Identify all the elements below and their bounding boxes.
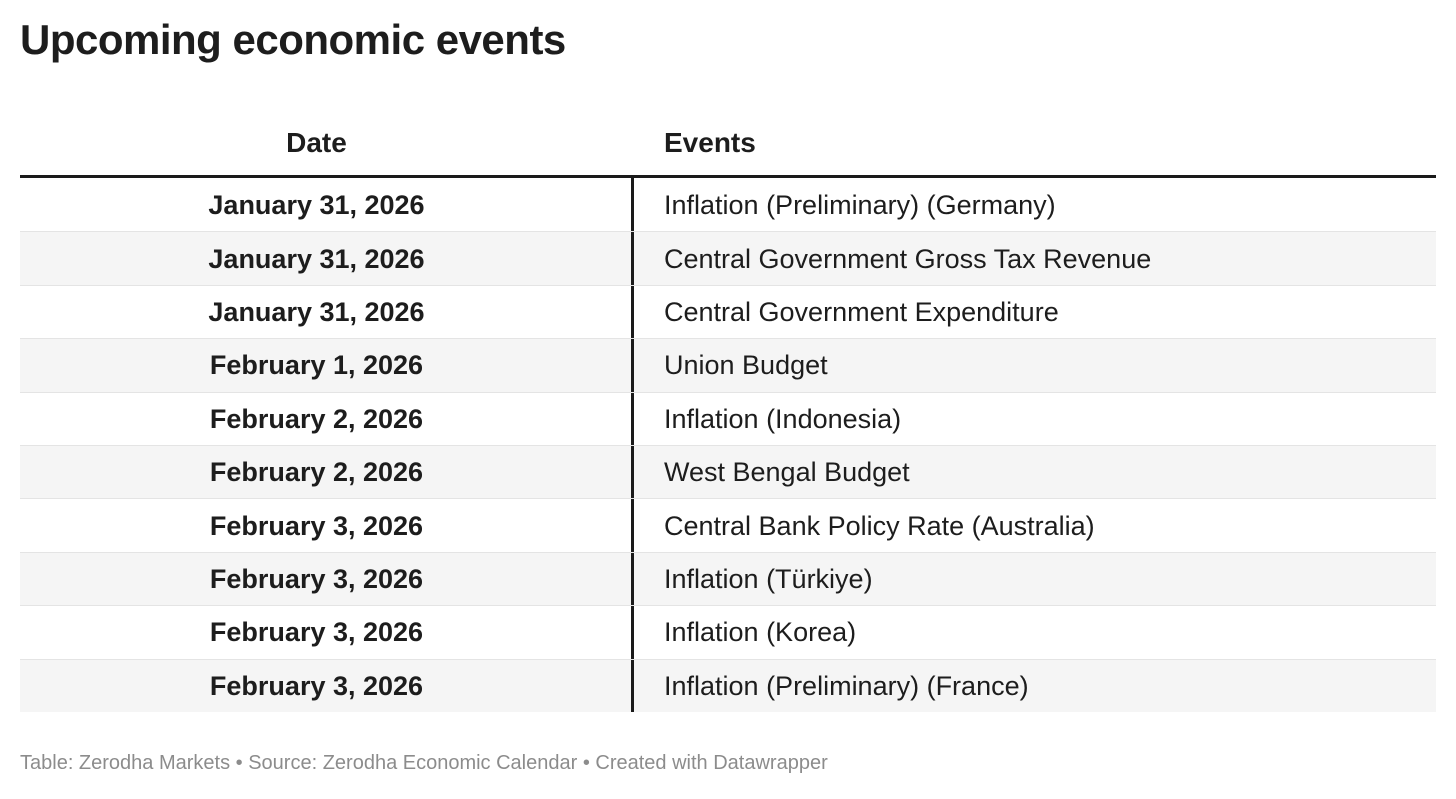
table-row: February 3, 2026 Inflation (Korea) <box>20 605 1436 659</box>
event-cell: Central Bank Policy Rate (Australia) <box>631 499 1436 552</box>
column-header-date: Date <box>286 127 347 158</box>
column-header-events: Events <box>664 127 756 158</box>
table-row: February 2, 2026 West Bengal Budget <box>20 444 1436 499</box>
table-row: February 3, 2026 Inflation (Türkiye) <box>20 551 1436 606</box>
event-cell: Inflation (Korea) <box>631 606 1436 659</box>
date-cell: January 31, 2026 <box>208 189 425 220</box>
event-cell: Inflation (Preliminary) (Germany) <box>631 178 1436 232</box>
table-row: January 31, 2026 Inflation (Preliminary)… <box>20 178 1436 232</box>
table-body: January 31, 2026 Inflation (Preliminary)… <box>20 178 1436 712</box>
date-cell: January 31, 2026 <box>208 243 425 274</box>
table-row: February 3, 2026 Inflation (Preliminary)… <box>20 658 1436 712</box>
date-cell: February 3, 2026 <box>209 510 424 541</box>
date-cell: February 1, 2026 <box>209 350 424 381</box>
date-cell: February 2, 2026 <box>209 403 424 434</box>
date-cell: February 3, 2026 <box>209 563 424 594</box>
event-cell: Inflation (Preliminary) (France) <box>631 659 1436 712</box>
table-row: February 3, 2026 Central Bank Policy Rat… <box>20 498 1436 552</box>
table-row: February 2, 2026 Inflation (Indonesia) <box>20 391 1436 445</box>
event-cell: West Bengal Budget <box>631 445 1436 499</box>
date-cell: February 3, 2026 <box>209 670 424 701</box>
table-header-row: Date Events <box>20 64 1436 178</box>
page-title: Upcoming economic events <box>20 16 566 63</box>
attribution-footer: Table: Zerodha Markets • Source: Zerodha… <box>20 751 828 774</box>
table-row: January 31, 2026 Central Government Gros… <box>20 231 1436 285</box>
date-cell: February 2, 2026 <box>209 457 424 488</box>
event-cell: Inflation (Indonesia) <box>631 392 1436 445</box>
datawrapper-table-chart: Upcoming economic events Date Events Jan… <box>20 16 1436 774</box>
table-row: January 31, 2026 Central Government Expe… <box>20 284 1436 339</box>
event-cell: Central Government Expenditure <box>631 285 1436 339</box>
event-cell: Union Budget <box>631 339 1436 392</box>
event-cell: Inflation (Türkiye) <box>631 552 1436 606</box>
table-row: February 1, 2026 Union Budget <box>20 338 1436 392</box>
event-cell: Central Government Gross Tax Revenue <box>631 232 1436 285</box>
date-cell: February 3, 2026 <box>209 617 424 648</box>
date-cell: January 31, 2026 <box>208 296 425 327</box>
